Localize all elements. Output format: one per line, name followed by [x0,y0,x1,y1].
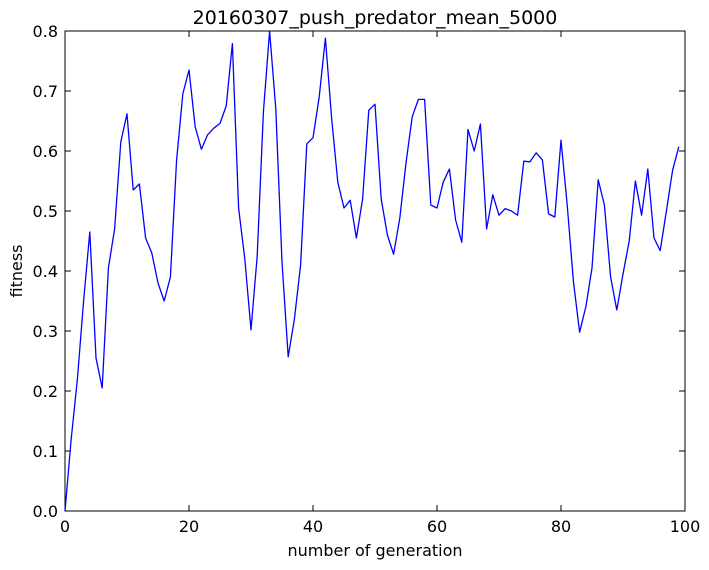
series-line-0 [64,30,680,512]
series-group [64,30,680,512]
y-tick-label: 0.2 [33,382,58,401]
x-tick-label: 0 [60,517,70,536]
x-tick-label: 20 [179,517,199,536]
y-tick-label: 0.5 [33,202,58,221]
axis-ticks [64,30,686,512]
chart-title: 20160307_push_predator_mean_5000 [193,7,558,29]
y-tick-label: 0.0 [33,502,58,521]
y-tick-label: 0.7 [33,82,58,101]
y-axis-label: fitness [7,244,26,297]
x-tick-label: 100 [670,517,701,536]
y-tick-label: 0.6 [33,142,58,161]
y-tick-label: 0.8 [33,22,58,41]
x-axis-label: number of generation [287,541,462,560]
x-tick-label: 80 [551,517,571,536]
x-tick-label: 40 [303,517,323,536]
x-tick-label: 60 [427,517,447,536]
y-tick-label: 0.4 [33,262,58,281]
y-tick-label: 0.3 [33,322,58,341]
y-tick-label: 0.1 [33,442,58,461]
tick-labels: 0 20 40 60 80 100 0.0 0.1 0.2 0.3 0.4 0.5 0.6 0.7 0.8 [33,22,701,536]
